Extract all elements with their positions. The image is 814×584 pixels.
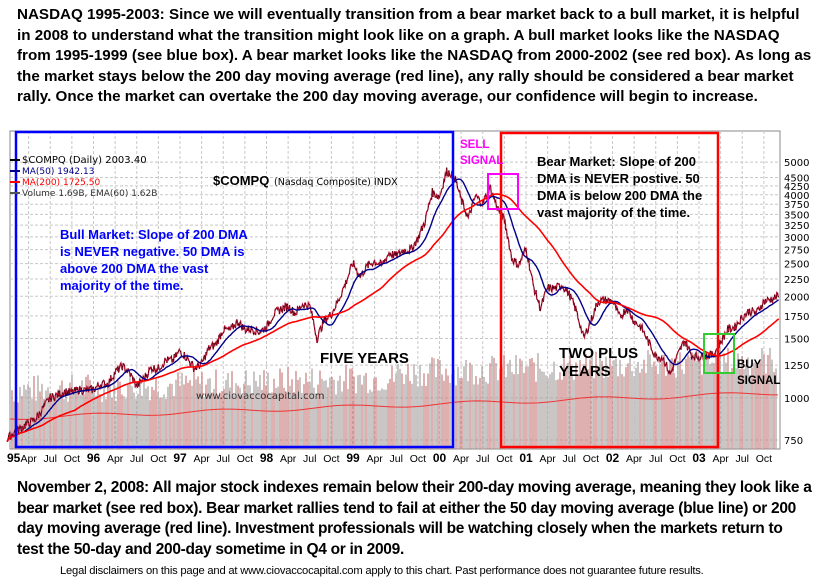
x-tick-label: Apr: [626, 453, 643, 465]
x-tick-label: Oct: [583, 453, 599, 465]
x-tick-label: Oct: [323, 453, 339, 465]
legend-entry: MA(200) 1725.50: [22, 178, 100, 188]
header-commentary: NASDAQ 1995-2003: Since we will eventual…: [17, 6, 812, 105]
watermark: www.ciovaccocapital.com: [196, 391, 324, 402]
bull-market-annotation: Bull Market: Slope of 200 DMA is NEVER n…: [60, 227, 248, 293]
sell-signal-label: SELL SIGNAL: [460, 139, 504, 167]
x-tick-label: Jul: [390, 453, 403, 465]
sell-signal-box: [487, 173, 519, 210]
x-tick-label: 98: [260, 451, 274, 465]
x-tick-label: Oct: [237, 453, 253, 465]
x-tick-label: Jul: [130, 453, 143, 465]
chart-title: $COMPQ: [213, 173, 269, 188]
bull-market-box: [14, 130, 455, 449]
ma50-line: [6, 178, 779, 443]
x-tick-label: Oct: [150, 453, 166, 465]
x-tick-label: Jul: [303, 453, 316, 465]
y-tick-label: 4250: [784, 182, 809, 193]
x-tick-label: Oct: [496, 453, 512, 465]
x-tick-label: Jul: [563, 453, 576, 465]
x-tick-label: 97: [173, 451, 187, 465]
bear-market-annotation: Bear Market: Slope of 200 DMA is NEVER p…: [537, 154, 703, 220]
y-tick-label: 3750: [784, 200, 809, 211]
y-tick-label: 1750: [784, 312, 809, 323]
x-tick-label: Oct: [669, 453, 685, 465]
five-years-label: FIVE YEARS: [320, 350, 409, 367]
y-tick-label: 3000: [784, 233, 809, 244]
x-tick-label: Oct: [64, 453, 80, 465]
volume-bars: [9, 347, 779, 449]
buy-signal-box: [703, 333, 735, 374]
x-tick-label: Apr: [280, 453, 297, 465]
y-tick-label: 2750: [784, 246, 809, 257]
y-tick-label: 750: [784, 436, 803, 447]
y-tick-label: 1250: [784, 361, 809, 372]
x-tick-label: Apr: [20, 453, 37, 465]
two-plus-years-label: TWO PLUS YEARS: [559, 345, 639, 380]
bear-market-box: [499, 131, 720, 449]
footer-commentary: November 2, 2008: All major stock indexe…: [17, 479, 812, 558]
chart-subtitle: (Nasdaq Composite) INDX: [274, 177, 398, 188]
x-tick-label: Jul: [476, 453, 489, 465]
price-line-overlay: [6, 167, 779, 442]
x-tick-label: Jul: [649, 453, 662, 465]
x-tick-label: Apr: [366, 453, 383, 465]
x-tick-label: Apr: [453, 453, 470, 465]
volume-ema-line: [9, 392, 779, 420]
legend-entry: $COMPQ (Daily) 2003.40: [22, 155, 147, 166]
buy-signal-label: BUY SIGNAL: [737, 359, 781, 387]
legend-entry: Volume 1.69B, EMA(60) 1.62B: [22, 189, 157, 199]
x-tick-label: Jul: [736, 453, 749, 465]
x-tick-label: Oct: [410, 453, 426, 465]
ma200-line: [6, 193, 780, 443]
y-tick-label: 3250: [784, 221, 809, 232]
x-tick-label: 00: [433, 451, 447, 465]
x-tick-label: 95: [7, 451, 21, 465]
x-tick-label: Apr: [193, 453, 210, 465]
y-tick-label: 2000: [784, 292, 809, 303]
y-tick-label: 5000: [784, 158, 809, 169]
x-tick-label: 96: [87, 451, 101, 465]
y-tick-label: 3500: [784, 210, 809, 221]
disclaimer: Legal disclaimers on this page and at ww…: [60, 565, 704, 577]
x-tick-label: 01: [519, 451, 533, 465]
y-tick-label: 2250: [784, 275, 809, 286]
x-tick-label: Apr: [539, 453, 556, 465]
x-tick-label: 02: [606, 451, 620, 465]
y-tick-label: 4500: [784, 174, 809, 185]
x-tick-label: 99: [346, 451, 360, 465]
x-tick-label: Jul: [217, 453, 230, 465]
x-tick-label: Apr: [107, 453, 124, 465]
y-tick-label: 1500: [784, 334, 809, 345]
legend-entry: MA(50) 1942.13: [22, 167, 94, 177]
x-tick-label: Oct: [756, 453, 772, 465]
x-tick-label: 03: [692, 451, 706, 465]
y-tick-label: 1000: [784, 394, 809, 405]
y-tick-label: 2500: [784, 260, 809, 271]
y-tick-label: 4000: [784, 191, 809, 202]
x-tick-label: Apr: [712, 453, 729, 465]
x-tick-label: Jul: [44, 453, 57, 465]
